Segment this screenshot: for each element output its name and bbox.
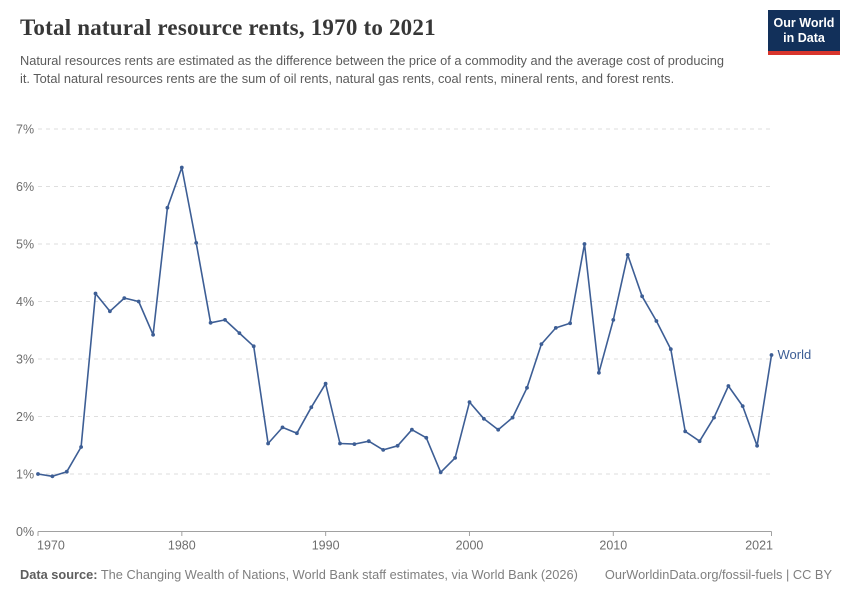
owid-logo[interactable]: Our World in Data — [768, 10, 840, 55]
data-point[interactable] — [611, 318, 616, 322]
data-point[interactable] — [151, 332, 156, 337]
x-tick-label: 1980 — [168, 539, 196, 553]
y-tick-label: 4% — [16, 295, 34, 309]
data-point[interactable] — [726, 384, 731, 388]
data-point[interactable] — [122, 296, 127, 300]
data-point[interactable] — [338, 441, 342, 446]
data-point[interactable] — [280, 425, 285, 430]
page-title: Total natural resource rents, 1970 to 20… — [20, 15, 436, 40]
y-tick-label: 7% — [16, 123, 34, 137]
data-point[interactable] — [510, 415, 515, 420]
data-point[interactable] — [654, 319, 659, 323]
data-point[interactable] — [712, 415, 716, 420]
data-point[interactable] — [755, 443, 759, 448]
data-point[interactable] — [36, 472, 40, 476]
data-point[interactable] — [568, 321, 572, 326]
y-tick-label: 1% — [16, 468, 34, 482]
data-point[interactable] — [740, 404, 745, 408]
y-tick-label: 0% — [16, 525, 34, 539]
data-point[interactable] — [251, 344, 256, 349]
data-point[interactable] — [136, 299, 141, 304]
data-source-text: The Changing Wealth of Nations, World Ba… — [97, 567, 578, 582]
data-point[interactable] — [237, 331, 242, 335]
data-point[interactable] — [50, 474, 55, 479]
data-source: Data source: The Changing Wealth of Nati… — [20, 567, 578, 582]
data-point[interactable] — [496, 427, 501, 432]
y-tick-label: 5% — [16, 238, 34, 252]
data-point[interactable] — [424, 435, 429, 440]
data-point[interactable] — [467, 400, 472, 404]
data-point[interactable] — [625, 253, 630, 257]
data-point[interactable] — [683, 429, 688, 434]
data-point[interactable] — [266, 441, 270, 446]
y-tick-label: 3% — [16, 353, 34, 367]
chart-subtitle: Natural resources rents are estimated as… — [20, 53, 724, 86]
owid-logo-line1: Our World — [773, 16, 835, 30]
data-point[interactable] — [64, 469, 69, 474]
data-point[interactable] — [697, 439, 702, 444]
line-chart[interactable]: 0% 1% 2% 3% 4% 5% 6% 7% 1970 1980 1990 2000 2010 2021… — [0, 112, 850, 560]
owid-logo-line2: in Data — [783, 31, 825, 45]
x-tick-label: 2010 — [599, 539, 627, 553]
data-point[interactable] — [295, 431, 299, 436]
series-end-label[interactable]: World — [778, 347, 812, 362]
data-point[interactable] — [597, 370, 601, 375]
data-point[interactable] — [165, 205, 170, 210]
y-tick-label: 2% — [16, 410, 34, 424]
data-point[interactable] — [208, 320, 213, 325]
data-point[interactable] — [640, 294, 644, 299]
data-point[interactable] — [553, 326, 558, 330]
data-point[interactable] — [539, 342, 544, 346]
data-line-world[interactable] — [37, 166, 773, 478]
data-point[interactable] — [366, 439, 371, 444]
data-point[interactable] — [410, 427, 414, 432]
data-point[interactable] — [309, 405, 314, 410]
data-point[interactable] — [438, 470, 443, 475]
data-point[interactable] — [352, 442, 357, 446]
y-tick-label: 6% — [16, 180, 34, 194]
x-tick-label: 1970 — [37, 539, 65, 553]
chart-canvas[interactable]: 0% 1% 2% 3% 4% 5% 6% 7% 1970 1980 1990 2000 2010 2021… — [0, 112, 850, 560]
data-point[interactable] — [179, 165, 184, 170]
x-tick-label: 1990 — [312, 539, 340, 553]
data-point[interactable] — [395, 443, 400, 448]
data-point[interactable] — [93, 291, 98, 296]
data-point[interactable] — [79, 445, 83, 449]
data-point[interactable] — [482, 416, 486, 421]
data-point[interactable] — [223, 318, 227, 322]
data-point[interactable] — [453, 456, 457, 460]
data-point[interactable] — [668, 347, 673, 352]
data-source-label: Data source: — [20, 567, 98, 582]
data-point[interactable] — [525, 385, 529, 390]
license-link[interactable]: OurWorldinData.org/fossil-fuels | CC BY — [604, 567, 832, 582]
data-point[interactable] — [381, 448, 386, 452]
data-point[interactable] — [108, 309, 112, 314]
x-tick-label: 2021 — [745, 539, 773, 553]
data-point[interactable] — [194, 241, 199, 245]
data-point[interactable] — [582, 242, 587, 246]
x-tick-label: 2000 — [456, 539, 484, 553]
data-point[interactable] — [323, 381, 328, 386]
data-point[interactable] — [769, 353, 774, 357]
